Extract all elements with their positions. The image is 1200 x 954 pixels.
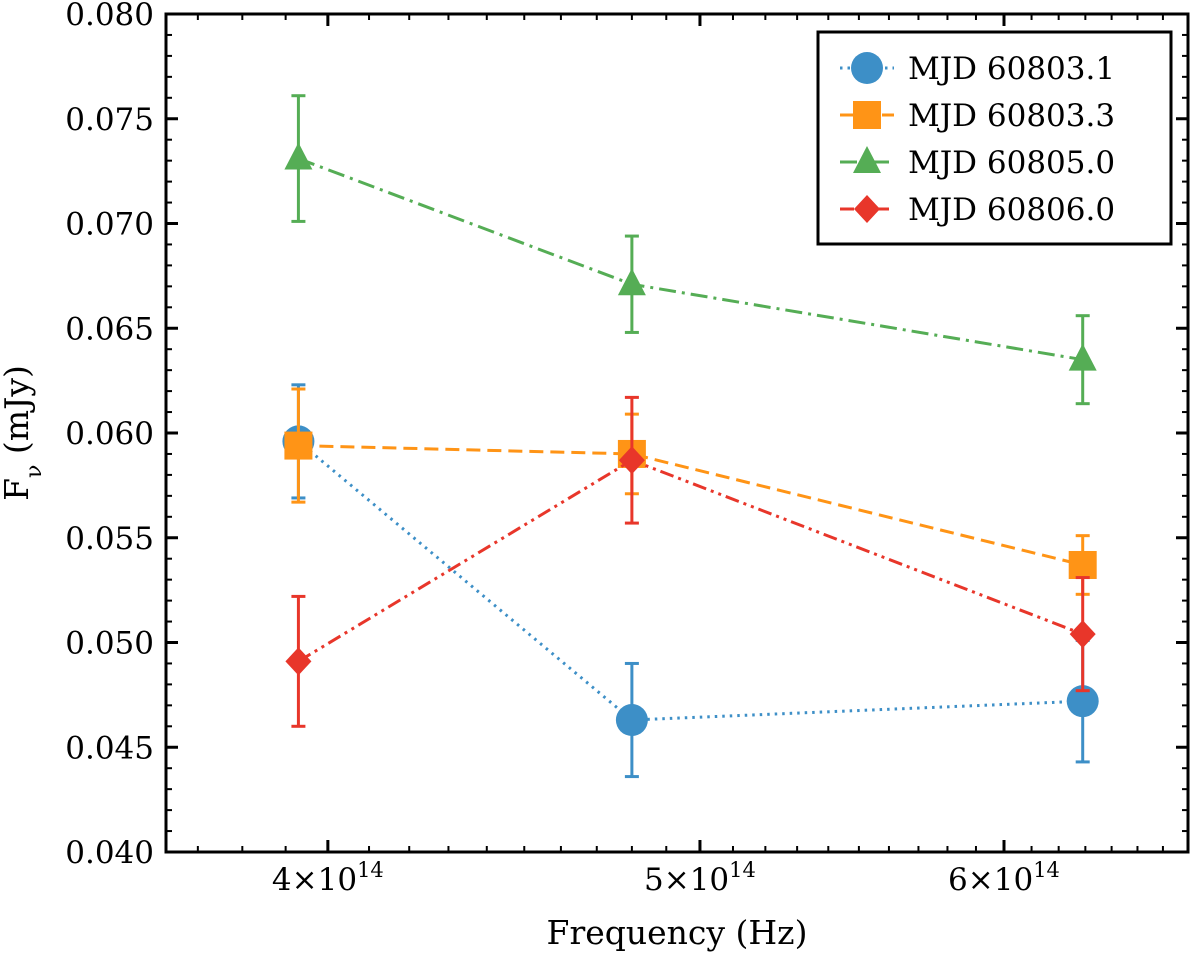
marker-triangle <box>617 268 646 296</box>
series-1 <box>284 387 1097 596</box>
legend-label: MJD 60806.0 <box>908 192 1115 228</box>
y-tick-label: 0.060 <box>65 416 154 452</box>
series-line <box>298 444 1084 567</box>
x-tick-mantissa: 4×10 <box>272 862 357 898</box>
series-3 <box>285 395 1096 728</box>
x-tick-exponent: 14 <box>729 858 756 882</box>
ticks-layer: 0.040 0.045 0.050 0.055 0.060 0.065 0.070 0.075… <box>65 0 1188 898</box>
marker-circle <box>851 52 883 84</box>
x-axis-label: Frequency (Hz) <box>547 913 808 952</box>
marker-square <box>284 431 313 460</box>
plot-frame <box>164 12 1190 854</box>
marker-triangle <box>853 146 881 173</box>
marker-diamond <box>1069 620 1096 649</box>
y-axis-label: Fν (mJy) <box>0 365 47 501</box>
y-tick-label: 0.050 <box>65 626 154 662</box>
y-tick-label: 0.040 <box>65 835 154 871</box>
x-tick-label: 5×1014 <box>644 858 756 898</box>
x-tick-mantissa: 5×10 <box>644 862 729 898</box>
marker-square <box>1068 550 1097 579</box>
y-tick-label: 0.080 <box>65 0 154 33</box>
y-tick-label: 0.055 <box>65 521 154 557</box>
series-line <box>297 440 1083 722</box>
y-axis-label-suffix: (mJy) <box>0 365 36 464</box>
marker-square <box>853 101 881 129</box>
legend-label: MJD 60805.0 <box>908 145 1115 181</box>
x-tick-mantissa: 6×10 <box>948 862 1033 898</box>
series-line <box>297 458 1084 663</box>
marker-circle <box>615 704 648 737</box>
marker-diamond <box>854 195 880 223</box>
legend-item: MJD 60805.0 <box>840 145 1115 181</box>
y-tick-label: 0.065 <box>65 311 154 347</box>
x-tick-exponent: 14 <box>1033 858 1060 882</box>
y-tick-label: 0.045 <box>65 730 154 766</box>
y-tick-label: 0.075 <box>65 102 154 138</box>
series-0 <box>282 383 1099 779</box>
y-tick-label: 0.070 <box>65 207 154 243</box>
x-tick-exponent: 14 <box>357 858 384 882</box>
legend-label: MJD 60803.3 <box>908 98 1115 134</box>
series-2 <box>284 94 1097 406</box>
marker-diamond <box>618 446 645 475</box>
marker-diamond <box>285 647 312 676</box>
y-axis-label-sub: ν <box>22 465 47 478</box>
legend-item: MJD 60806.0 <box>840 192 1115 228</box>
series-layer <box>282 94 1099 779</box>
legend-item: MJD 60803.3 <box>840 98 1115 134</box>
legend: MJD 60803.1 MJD 60803.3 MJD 60805.0 MJD 608… <box>816 30 1173 246</box>
legend-item: MJD 60803.1 <box>840 51 1115 87</box>
legend-label: MJD 60803.1 <box>908 51 1115 87</box>
marker-circle <box>1066 685 1099 718</box>
marker-triangle <box>1068 343 1097 371</box>
marker-triangle <box>284 142 313 170</box>
x-tick-label: 4×1014 <box>272 858 384 898</box>
y-axis-label-main: F <box>0 478 36 501</box>
x-tick-label: 6×1014 <box>948 858 1060 898</box>
